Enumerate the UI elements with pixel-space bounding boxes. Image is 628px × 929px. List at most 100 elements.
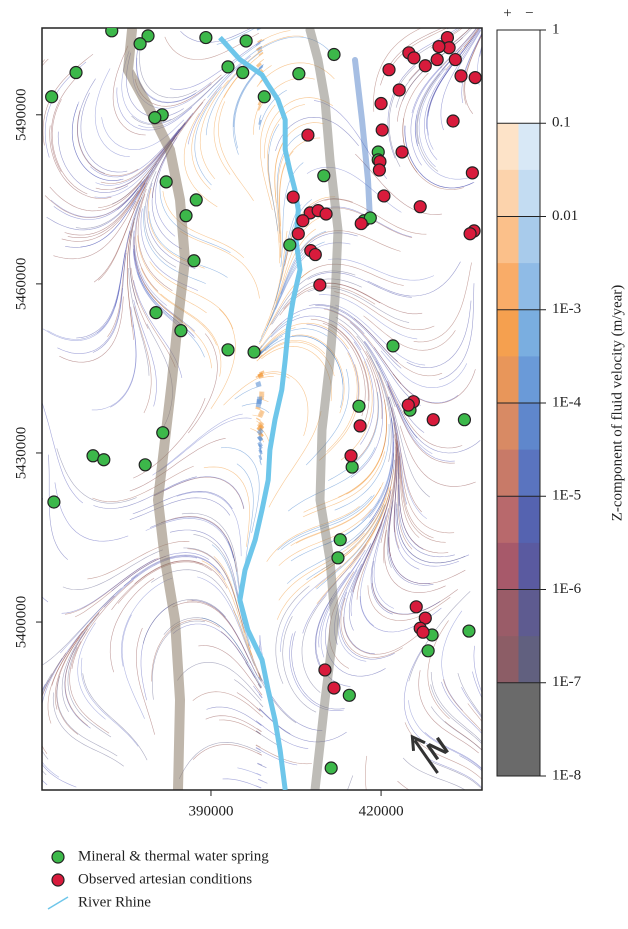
site-point <box>376 124 388 136</box>
colorbar-tick-label: 1E-6 <box>552 581 582 597</box>
streamline <box>388 505 433 585</box>
streamline <box>81 658 138 747</box>
site-point <box>373 164 385 176</box>
colorbar-column-label: − <box>525 5 533 21</box>
site-point <box>293 68 305 80</box>
streamline <box>275 123 324 203</box>
colorbar-band <box>497 496 519 543</box>
site-point <box>417 626 429 638</box>
streamline <box>389 500 430 584</box>
streamline <box>223 779 262 788</box>
streamline <box>65 632 91 728</box>
streamline <box>271 308 364 334</box>
streamline <box>269 411 321 507</box>
site-point <box>248 346 260 358</box>
streamline <box>288 447 375 511</box>
streamline <box>202 618 262 688</box>
colorbar-band <box>497 30 519 77</box>
legend-label: Observed artesian conditions <box>78 871 252 887</box>
site-point <box>149 112 161 124</box>
site-point <box>422 645 434 657</box>
streamline <box>259 253 303 343</box>
colorbar-band <box>497 123 519 170</box>
colorbar-band <box>519 170 541 217</box>
site-point <box>237 67 249 79</box>
streamline <box>198 646 262 696</box>
streamline <box>400 426 476 487</box>
site-point <box>469 72 481 84</box>
site-point <box>318 170 330 182</box>
legend-marker <box>52 851 64 863</box>
site-point <box>387 340 399 352</box>
site-point <box>410 601 422 613</box>
streamline <box>104 557 197 608</box>
colorbar-title: Z-component of fluid velocity (m/year) <box>609 285 625 522</box>
y-tick-label: 5430000 <box>13 427 29 480</box>
site-point <box>302 129 314 141</box>
colorbar-tick-label: 1E-8 <box>552 767 581 783</box>
streamline <box>341 598 403 658</box>
colorbar-band <box>497 729 519 776</box>
colorbar-band <box>519 217 541 264</box>
streamline <box>110 307 136 407</box>
colorbar-band <box>519 729 541 776</box>
streamline <box>258 779 267 783</box>
streamline <box>32 498 48 602</box>
colorbar-band <box>497 683 519 730</box>
site-point <box>297 215 309 227</box>
streamline <box>257 763 266 768</box>
streamline <box>63 550 163 590</box>
streamline <box>237 768 261 776</box>
streamline <box>138 235 207 313</box>
site-point <box>46 91 58 103</box>
streamline <box>72 104 123 181</box>
colorbar-band <box>519 496 541 543</box>
legend-line <box>48 897 68 909</box>
streamline <box>381 351 467 388</box>
streamline <box>334 292 434 330</box>
site-point <box>328 682 340 694</box>
colorbar-tick-label: 1E-5 <box>552 488 581 504</box>
streamline <box>154 477 244 509</box>
streamline <box>81 93 127 172</box>
streamline <box>72 580 134 669</box>
streamline <box>108 230 131 336</box>
site-point <box>433 41 445 53</box>
site-point <box>284 239 296 251</box>
site-point <box>222 344 234 356</box>
site-point <box>463 625 475 637</box>
streamline <box>346 400 386 495</box>
site-point <box>455 70 467 82</box>
colorbar-band <box>497 310 519 357</box>
colorbar-tick-label: 0.01 <box>552 208 578 224</box>
colorbar-band <box>497 636 519 683</box>
colorbar-band <box>519 310 541 357</box>
site-point <box>320 208 332 220</box>
colorbar-band <box>497 170 519 217</box>
streamline <box>221 632 262 689</box>
streamline <box>268 154 279 263</box>
streamline <box>27 59 49 162</box>
streamline <box>368 262 461 296</box>
streamline <box>465 11 493 114</box>
streamline <box>173 624 255 678</box>
colorbar-band <box>519 450 541 497</box>
colorbar-band <box>519 77 541 124</box>
colorbar-band <box>519 590 541 637</box>
streamline <box>134 306 151 413</box>
streamline <box>83 673 147 760</box>
streamline <box>206 716 262 732</box>
streamline <box>292 335 344 413</box>
site-point <box>292 228 304 240</box>
streamline <box>369 414 393 518</box>
y-tick-label: 5400000 <box>13 596 29 649</box>
streamline <box>256 36 303 50</box>
streamline <box>447 0 508 29</box>
streamline <box>177 492 242 556</box>
colorbar-band <box>497 450 519 497</box>
site-point <box>375 98 387 110</box>
streamline <box>131 555 225 580</box>
site-point <box>200 32 212 44</box>
colorbar-band <box>519 543 541 590</box>
site-point <box>180 210 192 222</box>
